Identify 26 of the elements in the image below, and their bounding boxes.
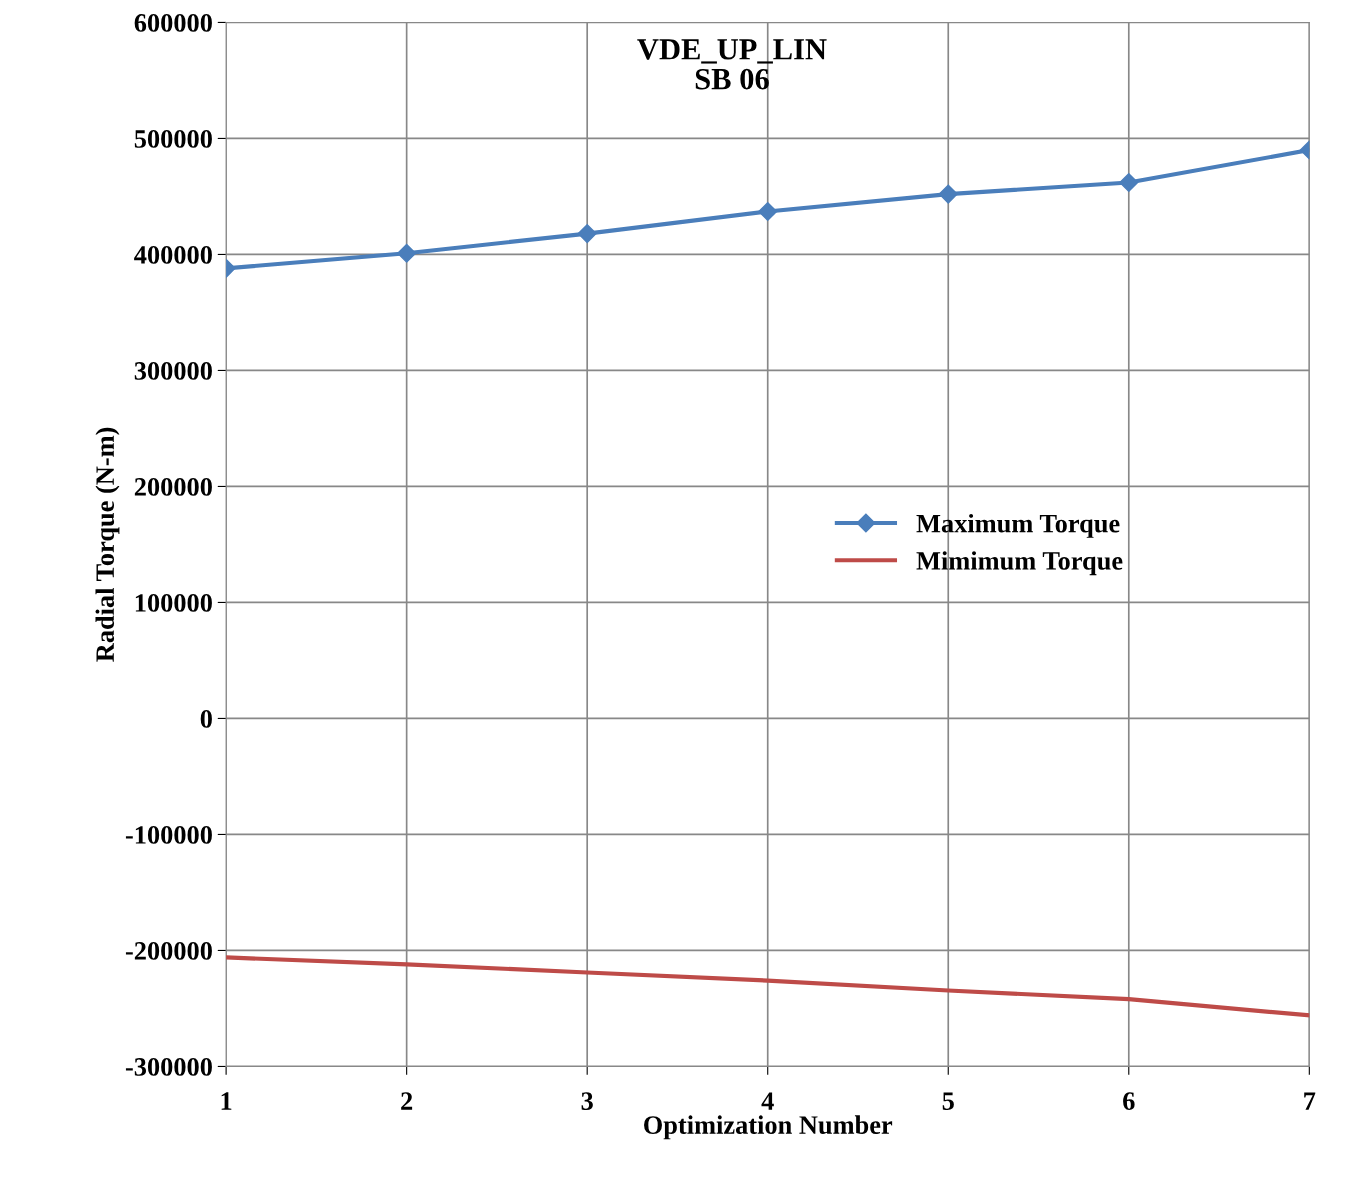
x-tick-label: 7 xyxy=(1304,1092,1316,1110)
y-tick-label: -200000 xyxy=(125,942,212,960)
y-axis-title: Radial Torque (N-m) xyxy=(95,427,120,662)
text: VDE_UP_LIN SB 06 xyxy=(637,39,827,90)
x-tick-label: 6 xyxy=(1123,1092,1135,1111)
y-tick-label: 400000 xyxy=(134,246,212,264)
y-tick-label: 600000 xyxy=(134,14,212,32)
y-tick-label: 100000 xyxy=(135,594,212,612)
x-tick-label: 5 xyxy=(942,1092,954,1111)
x-tick-label: 2 xyxy=(401,1092,413,1110)
x-axis-title: Optimization Number xyxy=(644,1115,893,1140)
x-tick-label: 1 xyxy=(221,1092,232,1110)
point xyxy=(577,224,597,244)
legend-label: Mimimum Torque xyxy=(916,551,1123,576)
x-tick-label: 3 xyxy=(581,1092,593,1111)
y-tick-label: 200000 xyxy=(134,478,212,496)
y-tick-label: 500000 xyxy=(134,130,212,148)
point xyxy=(758,201,778,222)
y-tick-label: -300000 xyxy=(125,1058,212,1076)
y-tick-label: 300000 xyxy=(134,362,212,380)
y-tick-label: 0 xyxy=(200,710,212,728)
y-tick-label: -100000 xyxy=(125,826,212,844)
x-tick-label: 4 xyxy=(761,1092,774,1110)
point xyxy=(938,184,958,204)
line-series xyxy=(226,955,1310,1018)
legend-label: Maximum Torque xyxy=(916,513,1120,538)
